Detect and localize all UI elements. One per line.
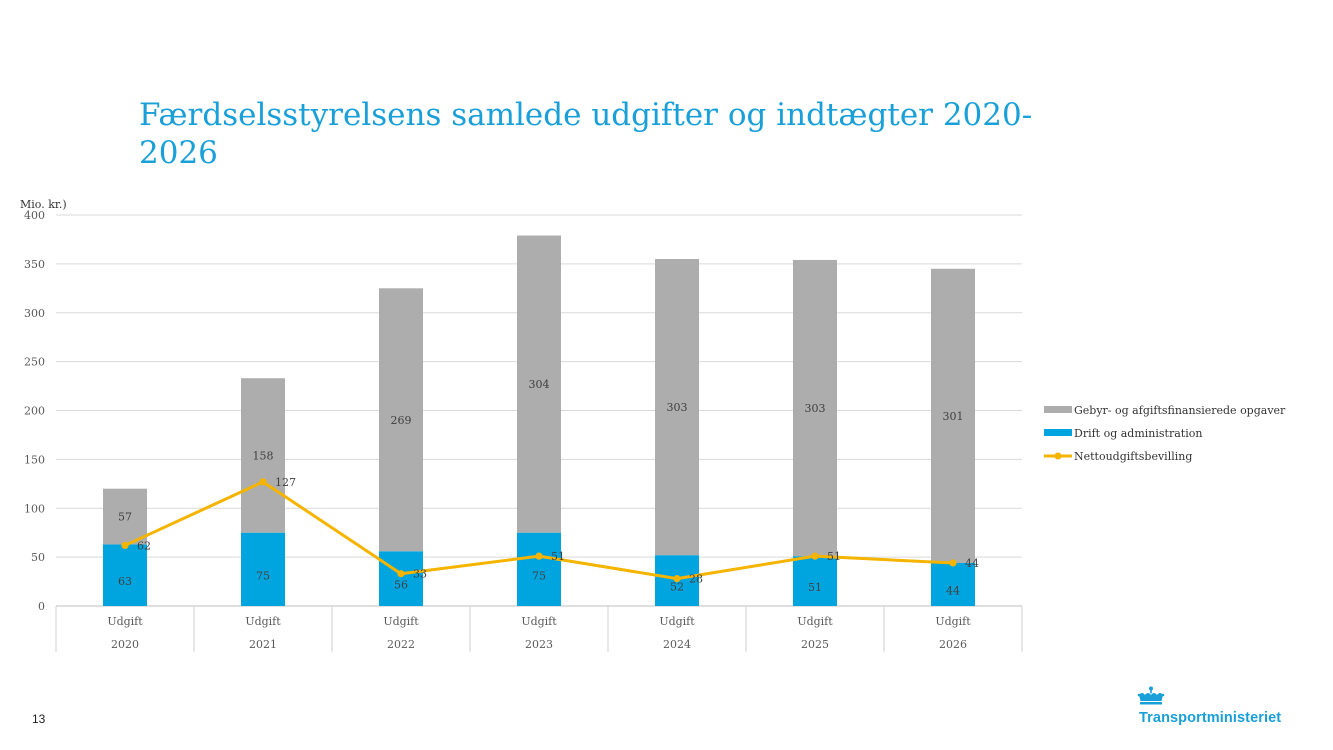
data-label-gebyr: 57 bbox=[118, 511, 132, 524]
logo-text: Transportministeriet bbox=[1139, 710, 1282, 726]
data-label-netto: 51 bbox=[827, 550, 841, 563]
x-group-label: 2025 bbox=[801, 638, 829, 651]
data-label-gebyr: 303 bbox=[667, 401, 688, 414]
point-nettoudgiftsbevilling bbox=[535, 552, 543, 560]
y-tick-label: 100 bbox=[24, 502, 45, 515]
data-label-drift: 56 bbox=[394, 579, 408, 592]
data-label-netto: 33 bbox=[413, 568, 427, 581]
x-category-label: Udgift bbox=[659, 615, 695, 628]
x-category-label: Udgift bbox=[245, 615, 281, 628]
legend-label: Drift og administration bbox=[1074, 427, 1202, 440]
x-group-label: 2024 bbox=[663, 638, 691, 651]
data-label-netto: 127 bbox=[275, 476, 296, 489]
y-tick-label: 250 bbox=[24, 356, 45, 369]
legend-swatch-marker bbox=[1054, 452, 1062, 460]
bar-gebyr bbox=[103, 488, 147, 545]
x-category-label: Udgift bbox=[935, 615, 971, 628]
bar-gebyr bbox=[793, 259, 837, 557]
page-number: 13 bbox=[32, 712, 46, 726]
point-nettoudgiftsbevilling bbox=[949, 559, 957, 567]
crown-icon bbox=[1137, 686, 1165, 705]
slide-title: Færdselsstyrelsens samlede udgifter og i… bbox=[139, 97, 1033, 171]
data-label-gebyr: 304 bbox=[529, 378, 550, 391]
x-category-label: Udgift bbox=[797, 615, 833, 628]
bar-drift bbox=[379, 551, 423, 606]
data-label-netto: 44 bbox=[965, 557, 979, 570]
x-category-label: Udgift bbox=[383, 615, 419, 628]
data-label-gebyr: 301 bbox=[943, 410, 964, 423]
data-label-netto: 62 bbox=[137, 539, 151, 552]
data-label-gebyr: 269 bbox=[391, 414, 412, 427]
data-label-drift: 44 bbox=[946, 584, 960, 597]
data-label-drift: 51 bbox=[808, 581, 822, 594]
bar-gebyr bbox=[241, 378, 285, 533]
y-tick-label: 400 bbox=[24, 209, 45, 222]
data-label-gebyr: 303 bbox=[805, 402, 826, 415]
transportministeriet-logo: Transportministeriet bbox=[1136, 686, 1306, 730]
data-label-drift: 63 bbox=[118, 575, 132, 588]
y-tick-label: 350 bbox=[24, 258, 45, 271]
data-label-drift: 52 bbox=[670, 581, 684, 594]
x-group-label: 2026 bbox=[939, 638, 967, 651]
point-nettoudgiftsbevilling bbox=[811, 552, 819, 560]
y-axis-label: Mio. kr.) bbox=[20, 198, 67, 211]
y-tick-label: 0 bbox=[38, 600, 45, 613]
x-group-label: 2023 bbox=[525, 638, 553, 651]
data-label-drift: 75 bbox=[532, 569, 546, 582]
point-nettoudgiftsbevilling bbox=[121, 541, 129, 549]
bar-drift bbox=[517, 532, 561, 606]
point-nettoudgiftsbevilling bbox=[673, 575, 681, 583]
bar-gebyr bbox=[931, 268, 975, 563]
point-nettoudgiftsbevilling bbox=[397, 570, 405, 578]
x-group-label: 2022 bbox=[387, 638, 415, 651]
bar-drift bbox=[103, 544, 147, 606]
x-group-label: 2021 bbox=[249, 638, 277, 651]
data-label-netto: 28 bbox=[689, 573, 703, 586]
bar-gebyr bbox=[517, 235, 561, 533]
data-label-netto: 51 bbox=[551, 550, 565, 563]
data-label-gebyr: 158 bbox=[253, 449, 274, 462]
bar-drift bbox=[241, 532, 285, 606]
x-category-label: Udgift bbox=[107, 615, 143, 628]
data-label-drift: 75 bbox=[256, 569, 270, 582]
y-tick-label: 200 bbox=[24, 405, 45, 418]
x-category-label: Udgift bbox=[521, 615, 557, 628]
bar-gebyr bbox=[655, 258, 699, 556]
x-group-label: 2020 bbox=[111, 638, 139, 651]
y-tick-label: 300 bbox=[24, 307, 45, 320]
legend-label: Nettoudgiftsbevilling bbox=[1074, 450, 1192, 463]
point-nettoudgiftsbevilling bbox=[259, 478, 267, 486]
legend-swatch bbox=[1044, 406, 1072, 413]
y-tick-label: 150 bbox=[24, 453, 45, 466]
bar-gebyr bbox=[379, 288, 423, 552]
legend-swatch bbox=[1044, 429, 1072, 436]
y-tick-label: 50 bbox=[31, 551, 45, 564]
bar-drift bbox=[793, 556, 837, 606]
bar-drift bbox=[931, 562, 975, 606]
legend-label: Gebyr- og afgiftsfinansierede opgaver bbox=[1074, 404, 1286, 417]
